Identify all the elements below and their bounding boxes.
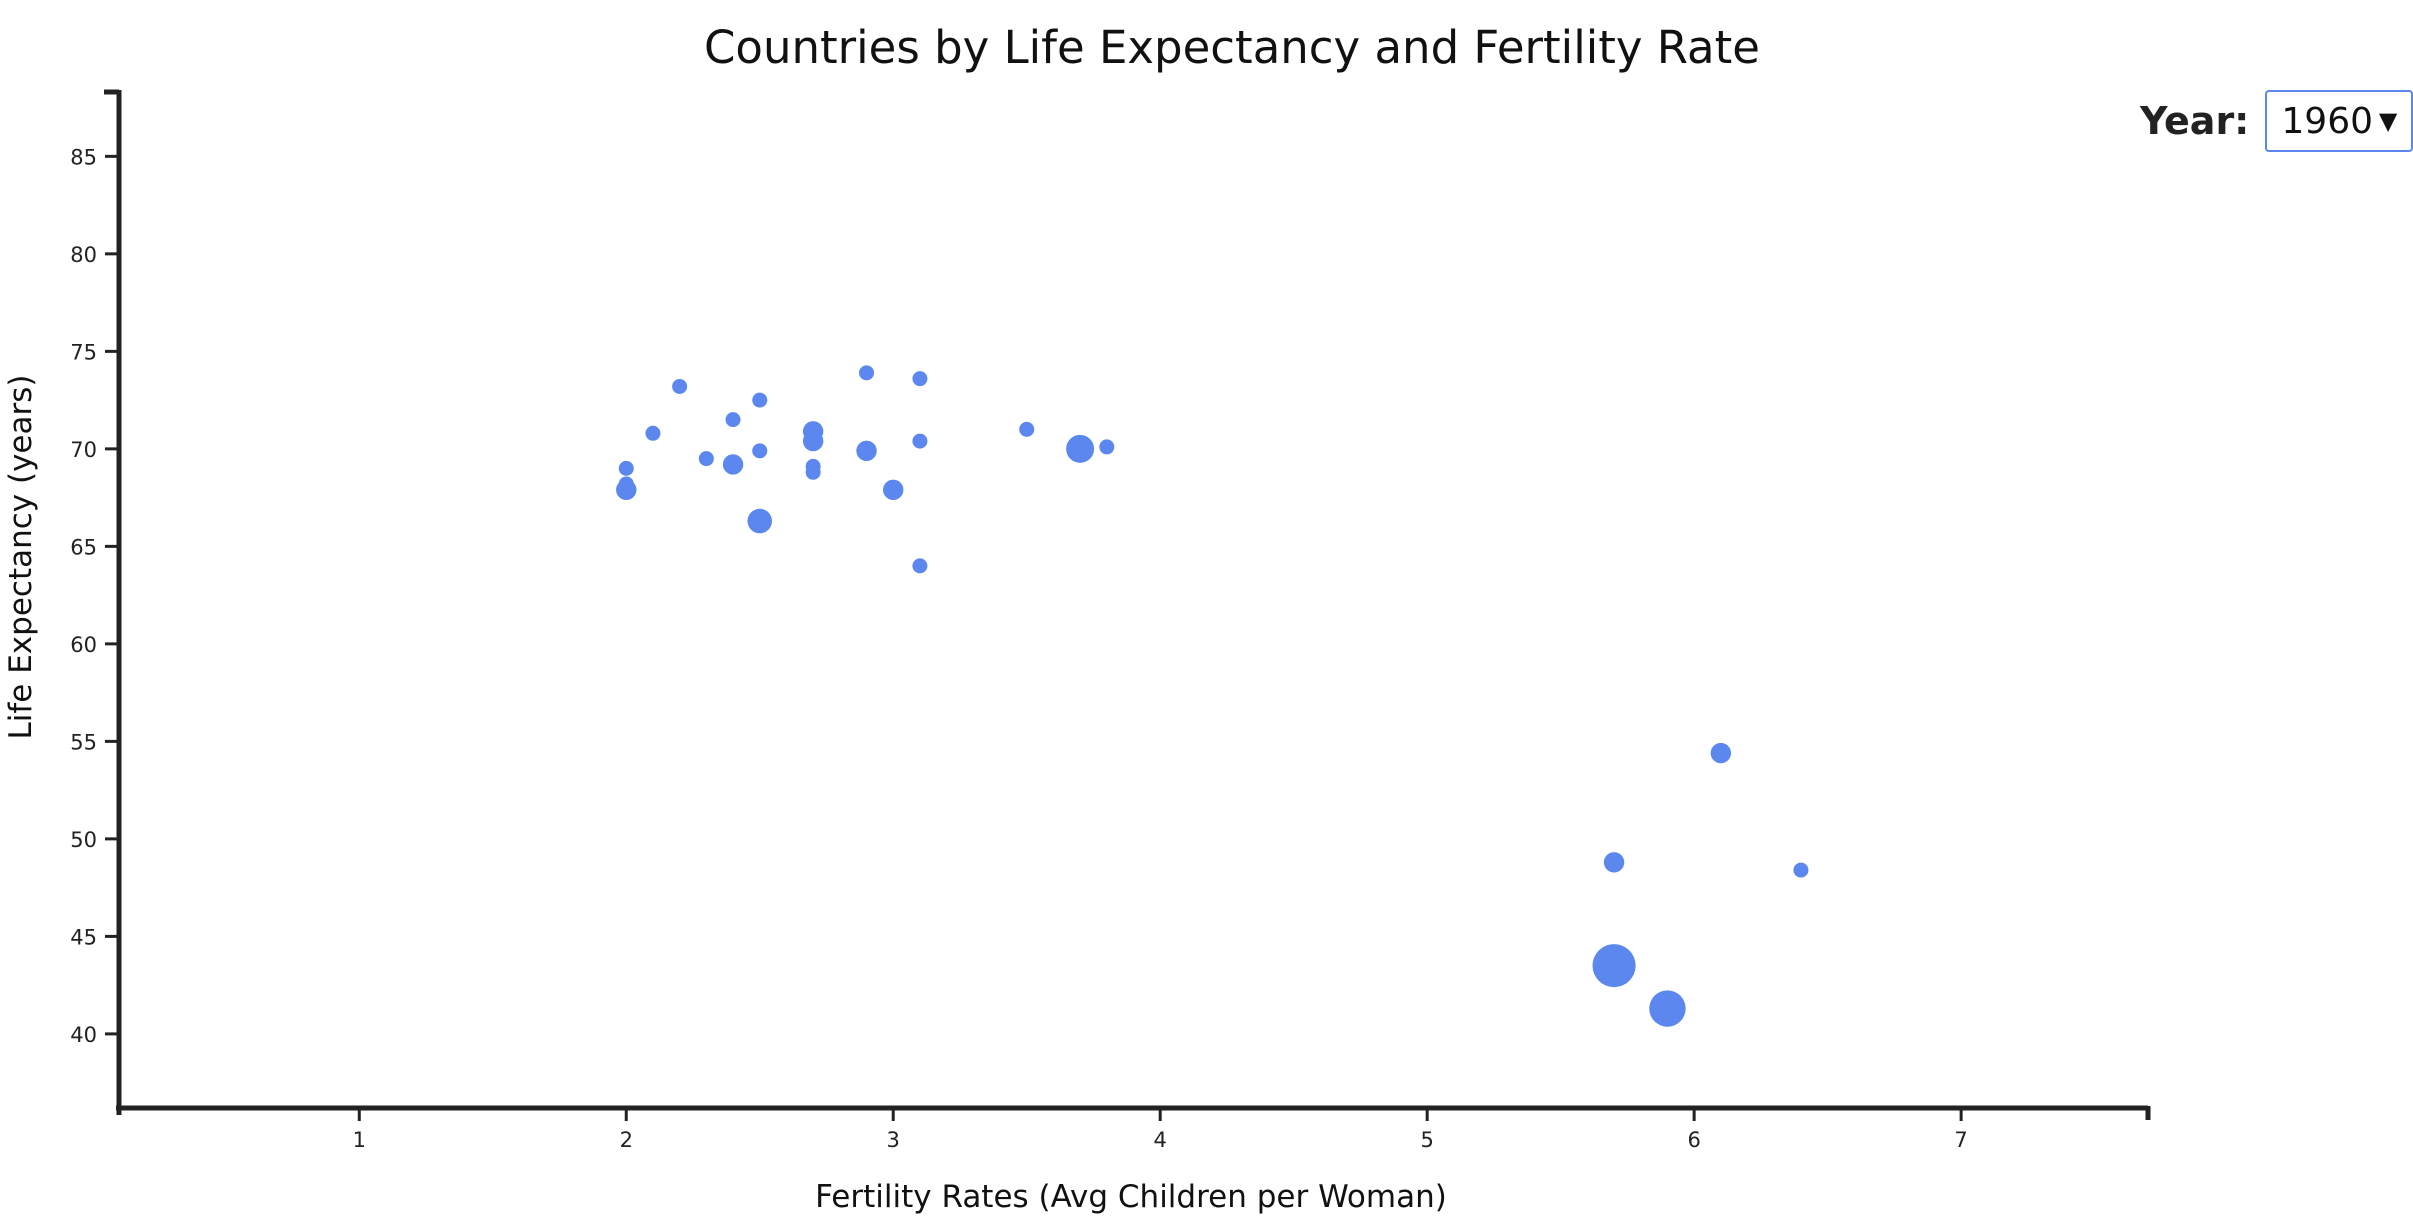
- y-tick-label: 70: [70, 438, 97, 462]
- chart-title: Countries by Life Expectancy and Fertili…: [704, 21, 1760, 74]
- year-label: Year:: [2140, 99, 2250, 143]
- x-axis-ticks: 1 2 3 4 5 6 7: [353, 1108, 1968, 1152]
- x-axis-label: Fertility Rates (Avg Children per Woman): [815, 1179, 1447, 1215]
- x-tick-label: 6: [1687, 1128, 1700, 1152]
- data-point[interactable]: [1793, 862, 1809, 878]
- x-tick-label: 2: [620, 1128, 633, 1152]
- data-point[interactable]: [752, 443, 768, 459]
- data-point[interactable]: [698, 451, 714, 467]
- x-tick-label: 4: [1154, 1128, 1167, 1152]
- y-tick-label: 80: [70, 243, 97, 267]
- data-point[interactable]: [912, 371, 928, 387]
- data-point[interactable]: [883, 479, 904, 501]
- data-point[interactable]: [1603, 852, 1625, 873]
- data-point[interactable]: [616, 479, 637, 501]
- data-point[interactable]: [805, 464, 821, 480]
- data-point[interactable]: [645, 425, 661, 441]
- x-tick-label: 1: [353, 1128, 366, 1152]
- data-point[interactable]: [725, 412, 741, 428]
- y-tick-label: 40: [70, 1023, 97, 1047]
- year-select-value: 1960: [2281, 100, 2374, 142]
- x-tick-label: 7: [1954, 1128, 1967, 1152]
- data-point[interactable]: [747, 508, 772, 534]
- y-tick-label: 50: [70, 828, 97, 852]
- x-tick-label: 3: [887, 1128, 900, 1152]
- data-point[interactable]: [856, 440, 877, 462]
- y-tick-label: 55: [70, 730, 97, 754]
- data-point[interactable]: [912, 558, 928, 574]
- y-tick-label: 65: [70, 535, 97, 559]
- data-point[interactable]: [752, 392, 768, 408]
- data-point[interactable]: [859, 365, 875, 381]
- y-axis-ticks: 40 45 50 55 60 65 70 75 80 85: [70, 145, 119, 1047]
- data-point[interactable]: [1649, 990, 1686, 1027]
- y-tick-label: 75: [70, 340, 97, 364]
- data-point[interactable]: [1099, 439, 1115, 455]
- data-point[interactable]: [1066, 434, 1095, 463]
- year-select[interactable]: 1960 ▼: [2265, 90, 2413, 152]
- data-point[interactable]: [1592, 944, 1636, 988]
- data-points: [616, 365, 1809, 1027]
- y-tick-label: 45: [70, 925, 97, 949]
- data-point[interactable]: [802, 430, 824, 452]
- y-axis-label: Life Expectancy (years): [3, 375, 39, 740]
- data-point[interactable]: [618, 460, 634, 476]
- data-point[interactable]: [912, 433, 928, 449]
- y-tick-label: 60: [70, 633, 97, 657]
- data-point[interactable]: [672, 378, 688, 394]
- x-tick-label: 5: [1420, 1128, 1433, 1152]
- data-point[interactable]: [1019, 421, 1035, 437]
- y-tick-label: 85: [70, 145, 97, 169]
- year-control: Year: 1960 ▼: [2140, 88, 2413, 154]
- data-point[interactable]: [722, 454, 744, 475]
- data-point[interactable]: [1710, 742, 1732, 764]
- chevron-down-icon: ▼: [2378, 107, 2398, 135]
